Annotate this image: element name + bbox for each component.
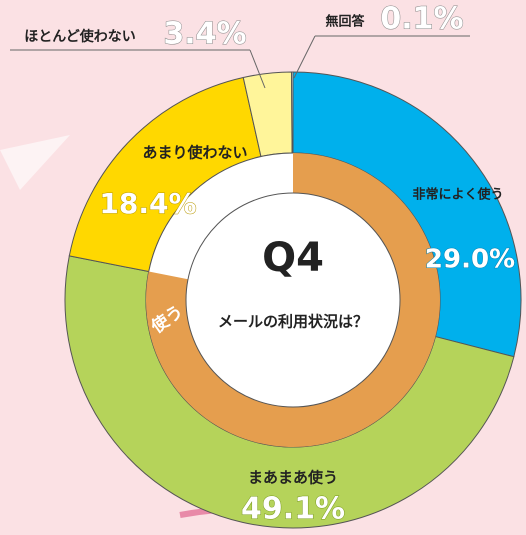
- value-label: 0.1%: [380, 2, 463, 37]
- chart-title: Q4: [262, 235, 324, 281]
- category-label: まあまあ使う: [248, 469, 338, 487]
- category-label: ほとんど使わない: [24, 28, 136, 45]
- category-label: 無回答: [325, 14, 365, 30]
- slice: [291, 71, 294, 154]
- decoration: [0, 135, 70, 190]
- category-label: あまり使わない: [142, 144, 247, 162]
- category-label: 非常によく使う: [412, 187, 503, 203]
- value-label: 18.4%: [99, 187, 196, 220]
- value-label: 3.4%: [163, 17, 246, 52]
- value-label: 29.0%: [425, 245, 515, 275]
- chart-subtitle: メールの利用状況は？: [218, 313, 368, 331]
- leader-line: [249, 49, 266, 89]
- leader-line: [293, 35, 316, 79]
- value-label: 49.1%: [241, 492, 345, 527]
- center: [185, 192, 401, 408]
